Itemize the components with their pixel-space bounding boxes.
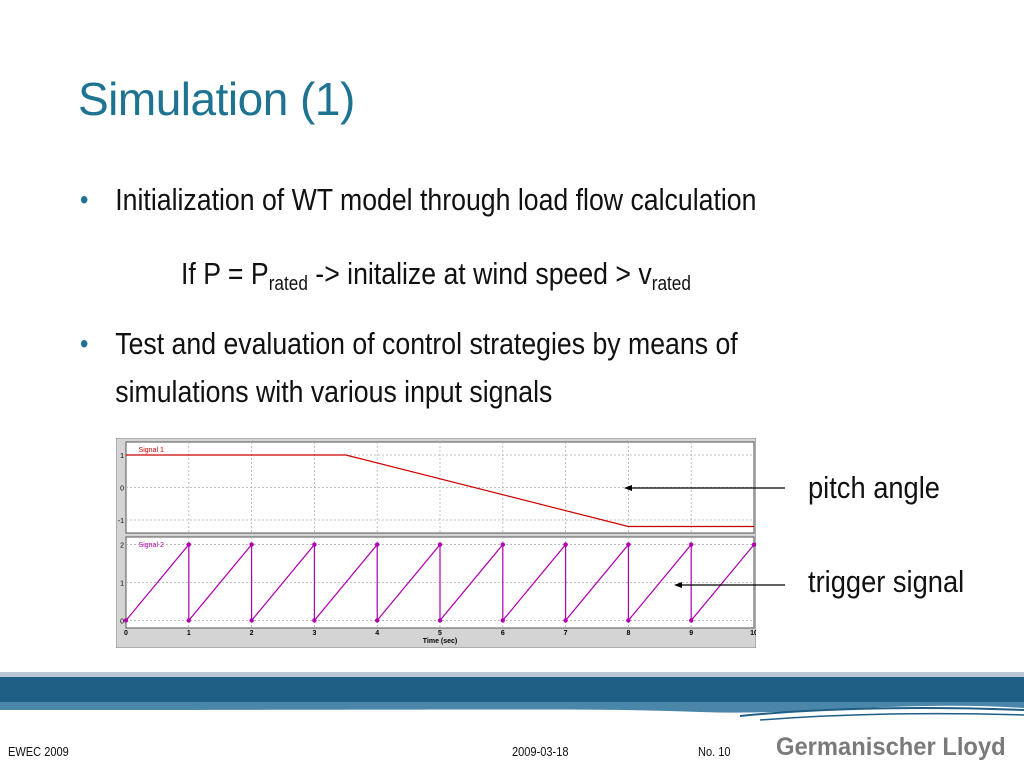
data-point — [689, 618, 694, 623]
series-line-0 — [126, 454, 754, 528]
data-point — [563, 618, 568, 623]
trigger-arrowhead-icon — [674, 582, 682, 588]
x-tick-label: 4 — [375, 630, 379, 637]
bullet-dot-icon: • — [80, 328, 89, 359]
data-point — [312, 618, 317, 623]
data-point — [375, 542, 380, 547]
y-tick-label: -1 — [118, 518, 124, 525]
bullet-text: Initialization of WT model through load … — [115, 182, 757, 217]
data-point — [751, 542, 757, 547]
x-tick-label: 7 — [564, 630, 568, 637]
data-point — [689, 542, 694, 547]
pitch-angle-label: pitch angle — [808, 470, 940, 505]
data-point — [123, 618, 129, 623]
slide-title: Simulation (1) — [78, 73, 355, 125]
y-tick-label: 2 — [120, 543, 124, 550]
y-tick-label: 1 — [120, 453, 124, 460]
data-point — [437, 618, 443, 623]
bullet-dot-icon: • — [80, 184, 89, 215]
bullet-item-test: • Test and evaluation of control strateg… — [80, 322, 854, 412]
footer-page-number: No. 10 — [698, 744, 731, 759]
x-tick-label: 6 — [501, 630, 505, 637]
bullet-text-line1: Test and evaluation of control strategie… — [115, 326, 738, 361]
y-tick-label: 0 — [120, 486, 124, 493]
bullet-item-initialization: • Initialization of WT model through loa… — [80, 178, 854, 222]
footer-event: EWEC 2009 — [8, 744, 69, 759]
x-tick-label: 9 — [689, 630, 693, 637]
annotation-arrows — [624, 485, 785, 588]
x-tick-label: 10 — [750, 630, 756, 637]
y-tick-label: 0 — [120, 618, 124, 625]
data-point — [186, 618, 191, 623]
x-tick-label: 2 — [250, 630, 254, 637]
data-point — [312, 542, 317, 547]
bullet-text-line2: simulations with various input signals — [115, 374, 553, 409]
data-point — [249, 618, 254, 623]
condition-middle: -> initalize at wind speed > v — [307, 256, 652, 291]
footer-wave-band — [0, 672, 1024, 721]
footer-date: 2009-03-18 — [512, 744, 569, 759]
x-tick-label: 1 — [187, 630, 191, 637]
data-point — [626, 542, 631, 547]
data-point — [626, 618, 631, 623]
condition-line: If P = Prated -> initalize at wind speed… — [181, 252, 691, 306]
data-point — [249, 542, 254, 547]
y-tick-label: 1 — [120, 581, 124, 588]
trigger-signal-label: trigger signal — [808, 564, 965, 599]
x-tick-label: 8 — [626, 630, 630, 637]
x-tick-label: 0 — [124, 630, 128, 637]
series-name-label: Signal 2 — [139, 542, 164, 549]
series-name-label: Signal 1 — [139, 447, 164, 454]
data-point — [186, 542, 191, 547]
condition-subscript-p: rated — [268, 273, 308, 295]
pitch-arrowhead-icon — [624, 485, 632, 491]
condition-subscript-v: rated — [651, 273, 691, 295]
x-axis-label: Time (sec) — [423, 638, 458, 645]
data-point — [375, 618, 380, 623]
data-point — [500, 618, 505, 623]
x-tick-label: 3 — [312, 630, 316, 637]
signal-plot: 1 0 -1 Signal 1 2 1 0 Signal 2 0 1 2 3 4 5 6 7 8 9 10 Time … — [115, 437, 758, 649]
data-point — [500, 542, 505, 547]
data-point — [437, 542, 443, 547]
germanischer-lloyd-logo: Germanischer Lloyd — [776, 733, 1006, 761]
condition-prefix: If P = P — [181, 256, 269, 291]
x-tick-label: 5 — [438, 630, 442, 637]
series-line-1 — [125, 542, 755, 623]
data-point — [563, 542, 568, 547]
